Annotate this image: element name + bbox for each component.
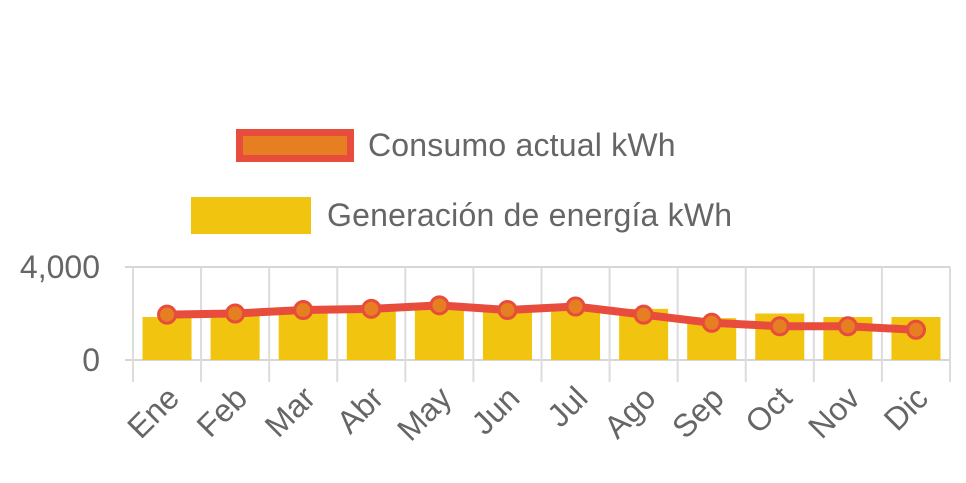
x-tick-label-mar: Mar [258, 379, 323, 444]
legend-item-consumo[interactable]: Consumo actual kWh [236, 127, 676, 164]
x-tick-label-oct: Oct [738, 379, 799, 440]
x-tick-label-jul: Jul [540, 379, 594, 433]
y-tick-label: 4,000 [20, 249, 100, 285]
point-nov[interactable] [837, 316, 858, 337]
legend-label-consumo: Consumo actual kWh [368, 127, 676, 163]
point-mar[interactable] [293, 300, 314, 321]
x-tick-label-dic: Dic [877, 379, 935, 437]
point-abr[interactable] [361, 298, 382, 319]
bar-may[interactable] [414, 308, 464, 360]
bar-jul[interactable] [551, 308, 601, 360]
legend-swatch-consumo [236, 129, 354, 162]
point-sep[interactable] [701, 312, 722, 333]
grid-lines [125, 266, 951, 382]
legend-label-generacion: Generación de energía kWh [327, 197, 733, 233]
point-jul[interactable] [565, 296, 586, 317]
consumo-line [163, 301, 920, 334]
legend-item-generacion[interactable]: Generación de energía kWh [191, 197, 732, 234]
x-tick-label-feb: Feb [190, 379, 254, 443]
x-tick-label-ene: Ene [120, 379, 186, 445]
y-tick-label: 0 [82, 342, 100, 378]
x-tick-label-abr: Abr [330, 379, 391, 440]
point-may[interactable] [429, 295, 450, 316]
x-tick-label-may: May [390, 379, 458, 447]
point-ago[interactable] [633, 304, 654, 325]
point-ene[interactable] [157, 304, 178, 325]
x-tick-label-jun: Jun [464, 379, 526, 441]
x-tick-label-ago: Ago [597, 379, 663, 445]
point-oct[interactable] [769, 316, 790, 337]
point-dic[interactable] [905, 319, 926, 340]
line-series-consumo [157, 295, 926, 340]
legend-swatch-generacion [191, 197, 311, 234]
x-tick-label-sep: Sep [665, 379, 731, 445]
point-feb[interactable] [225, 303, 246, 324]
x-tick-label-nov: Nov [801, 379, 867, 445]
point-jun[interactable] [497, 300, 518, 321]
chart-legend: Consumo actual kWh Generación de energía… [191, 127, 732, 234]
